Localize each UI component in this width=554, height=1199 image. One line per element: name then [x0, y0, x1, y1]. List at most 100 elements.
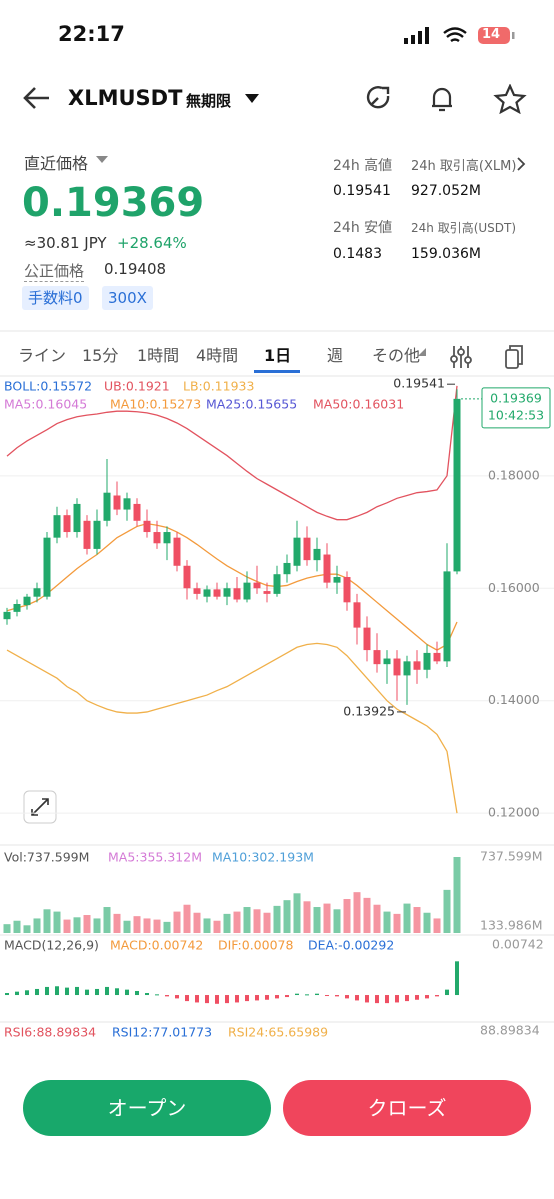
- contract-type[interactable]: 無期限: [186, 92, 232, 110]
- candle-body: [63, 515, 71, 533]
- macd-bar: [45, 986, 49, 996]
- tab[interactable]: 4時間: [196, 346, 239, 365]
- candle-body: [413, 661, 421, 670]
- candle-body: [193, 588, 201, 594]
- candle-body: [183, 565, 191, 589]
- volume-bar: [453, 857, 461, 933]
- macd-bar: [55, 986, 59, 996]
- volume-bar: [253, 909, 261, 933]
- symbol[interactable]: XLMUSDT: [68, 86, 183, 110]
- macd-bar: [145, 993, 149, 996]
- volume-bar: [273, 905, 281, 933]
- high-label: 0.19541: [393, 376, 445, 391]
- y-tick-label: 0.16000: [488, 580, 540, 595]
- volume-bar: [333, 909, 341, 933]
- volume-bar: [283, 900, 291, 933]
- tab[interactable]: その他: [372, 346, 421, 365]
- fair-price-label: 公正価格: [24, 262, 85, 282]
- volume-bar: [423, 912, 431, 933]
- tab[interactable]: 15分: [82, 346, 119, 365]
- overlay-line: [6, 385, 458, 521]
- volume-xlm-label: 24h 取引高(XLM): [411, 159, 517, 174]
- candle-body: [113, 495, 121, 510]
- candle-body: [53, 515, 61, 538]
- macd-bar: [265, 995, 269, 1000]
- indicator-label: UB:0.1921: [104, 379, 170, 394]
- tab[interactable]: ライン: [18, 346, 67, 365]
- tab-selected[interactable]: 1日: [264, 346, 292, 365]
- tab[interactable]: 1時間: [137, 346, 180, 365]
- dropdown-icon[interactable]: [96, 155, 108, 165]
- volume-bar: [133, 916, 141, 933]
- macd-bar: [305, 994, 309, 996]
- candle-body: [333, 577, 341, 583]
- volume-bar: [233, 911, 241, 933]
- volume-bar: [103, 907, 111, 933]
- dropdown-icon[interactable]: [244, 92, 260, 104]
- macd-bar: [185, 995, 189, 1002]
- volume-bar: [303, 901, 311, 933]
- candle-body: [303, 537, 311, 561]
- volume-bar: [143, 918, 151, 933]
- macd-bar: [425, 995, 429, 999]
- tab[interactable]: 週: [327, 346, 344, 365]
- candle-body: [83, 520, 91, 549]
- macd-bar: [315, 993, 319, 996]
- volume-bar: [173, 911, 181, 933]
- macd-bar: [205, 995, 209, 1004]
- volume-bar: [263, 912, 271, 933]
- candle-body: [3, 611, 11, 620]
- leverage-badge: 300X: [102, 286, 153, 310]
- chevron[interactable]: [516, 157, 526, 171]
- macd-bar: [115, 988, 119, 996]
- candle-body: [43, 537, 51, 597]
- volume-bar: [203, 918, 211, 933]
- volume-bar: [193, 912, 201, 933]
- candle-body: [73, 503, 81, 533]
- candle-body: [443, 571, 451, 662]
- volume-bar: [353, 892, 361, 933]
- macd-tick-label: 0.00742: [492, 937, 544, 952]
- volume-bar: [243, 907, 251, 933]
- indicator-label: MA5:0.16045: [4, 397, 87, 412]
- chart-tools[interactable]: [418, 344, 538, 370]
- macd-bar: [255, 995, 259, 1001]
- macd-bar: [325, 995, 329, 997]
- candle-body: [233, 588, 241, 600]
- candle-body: [363, 627, 371, 651]
- macd-bar: [395, 995, 399, 1003]
- volume-legend: MA10:302.193M: [212, 850, 314, 865]
- candle-body: [223, 588, 231, 597]
- volume-bar: [293, 893, 301, 933]
- candle-body: [273, 574, 281, 594]
- macd-legend: MACD(12,26,9): [4, 938, 99, 953]
- indicator-label: MA10:0.15273: [110, 397, 201, 412]
- close-button[interactable]: クローズ: [283, 1080, 531, 1136]
- macd-bar: [245, 995, 249, 1002]
- macd-bar: [125, 989, 129, 996]
- macd-bar: [455, 961, 459, 996]
- low-label: 24h 安値: [333, 220, 393, 236]
- macd-bar: [15, 991, 19, 996]
- volume-bar: [123, 920, 131, 933]
- nav-icons[interactable]: [364, 84, 534, 114]
- back-button[interactable]: [22, 86, 52, 110]
- volume-bar: [373, 904, 381, 933]
- macd-bar: [295, 993, 299, 996]
- candle-body: [173, 537, 181, 566]
- candle-body: [323, 554, 331, 583]
- macd-bar: [375, 995, 379, 1004]
- macd-bar: [135, 990, 139, 996]
- candle-body: [243, 582, 251, 600]
- volume-bar: [223, 913, 231, 933]
- candle-body: [163, 532, 171, 544]
- y-tick-label: 0.18000: [488, 467, 540, 482]
- macd-bar: [345, 995, 349, 999]
- candle-body: [13, 604, 21, 612]
- volume-bar: [23, 925, 31, 933]
- candle-body: [203, 589, 211, 597]
- open-button[interactable]: オープン: [23, 1080, 271, 1136]
- macd-bar: [225, 995, 229, 1004]
- macd-bar: [105, 986, 109, 996]
